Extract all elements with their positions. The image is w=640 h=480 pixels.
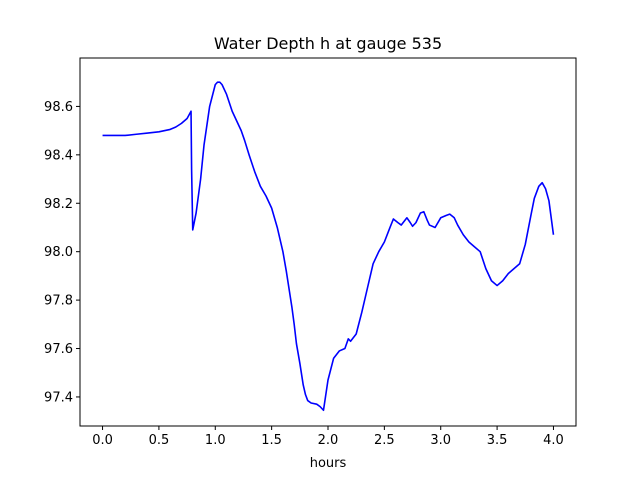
x-tick-label: 3.0 — [430, 433, 451, 448]
x-axis-label: hours — [310, 456, 347, 471]
chart-title: Water Depth h at gauge 535 — [214, 34, 442, 53]
series-layer — [102, 81, 555, 412]
y-axis: 97.4 97.6 97.8 98.0 98.2 98.4 98.6 — [44, 100, 80, 405]
y-tick-label: 97.8 — [44, 294, 73, 309]
y-tick-label: 97.4 — [44, 390, 73, 405]
x-tick-label: 2.0 — [318, 433, 339, 448]
x-tick-label: 1.0 — [205, 433, 226, 448]
x-axis: 0.0 0.5 1.0 1.5 2.0 2.5 3.0 3.5 4.0 — [92, 426, 564, 448]
x-tick-label: 2.5 — [374, 433, 395, 448]
x-tick-label: 0.5 — [149, 433, 170, 448]
series-line-0 — [102, 81, 555, 412]
x-tick-label: 3.5 — [487, 433, 508, 448]
y-tick-label: 98.4 — [44, 148, 73, 163]
y-tick-label: 98.2 — [44, 197, 73, 212]
y-tick-label: 98.0 — [44, 245, 73, 260]
y-tick-label: 97.6 — [44, 342, 73, 357]
x-tick-label: 1.5 — [261, 433, 282, 448]
x-tick-label: 0.0 — [92, 433, 113, 448]
y-tick-label: 98.6 — [44, 100, 73, 115]
x-tick-label: 4.0 — [543, 433, 564, 448]
plot-frame — [79, 57, 577, 427]
